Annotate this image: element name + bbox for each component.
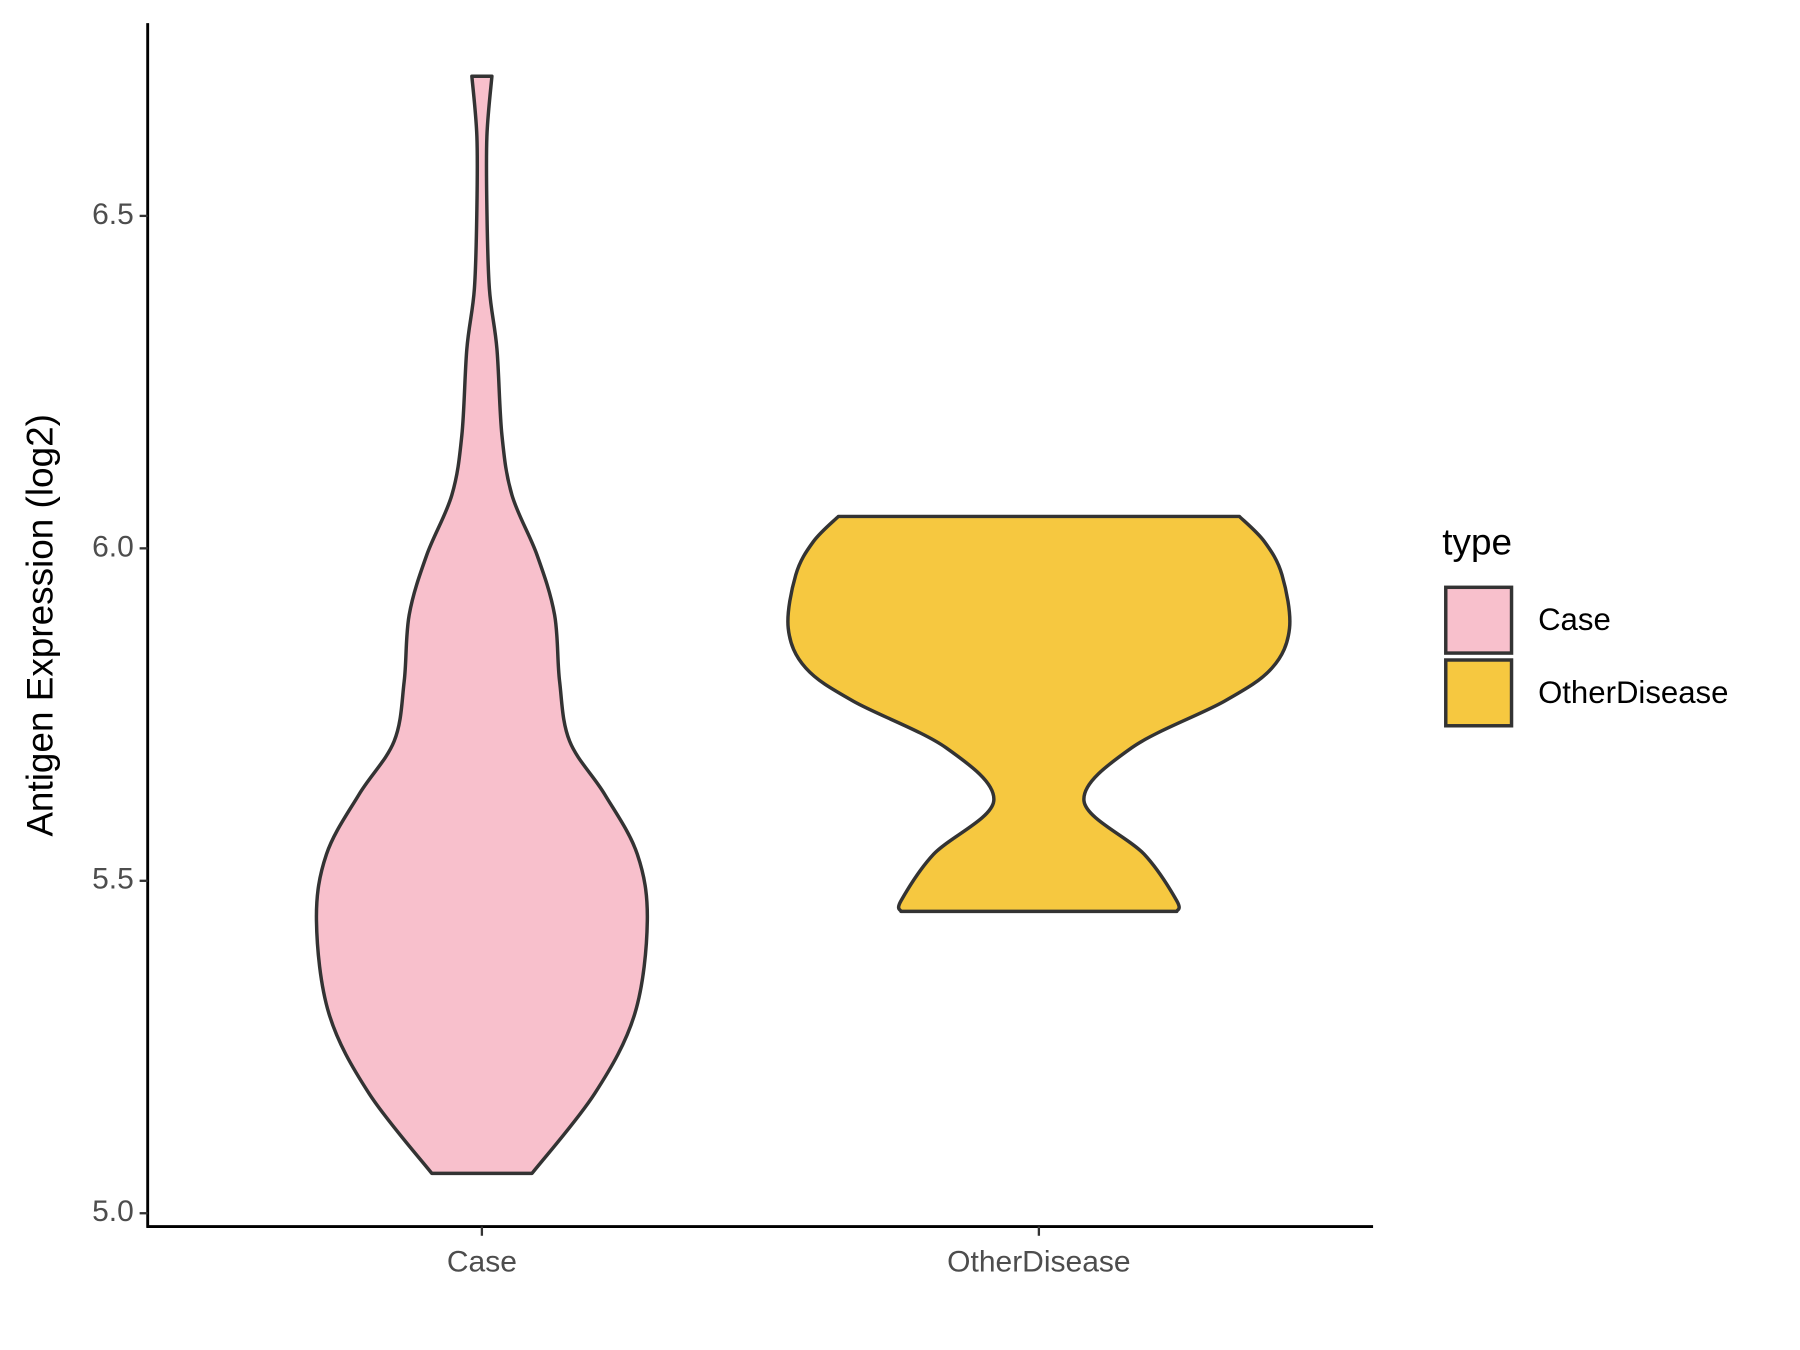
- legend-key: [1444, 585, 1514, 655]
- y-tick-label: 6.0: [92, 530, 134, 563]
- violin: [314, 74, 650, 1176]
- x-tick-label: Case: [447, 1245, 517, 1278]
- violin: [786, 514, 1292, 914]
- legend-label: Case: [1538, 602, 1611, 637]
- y-tick-label: 6.5: [92, 198, 134, 231]
- y-tick-label: 5.5: [92, 863, 134, 896]
- legend-key: [1444, 658, 1514, 728]
- legend-label: OtherDisease: [1538, 675, 1728, 710]
- y-tick-label: 5.0: [92, 1195, 134, 1228]
- x-tick-label: OtherDisease: [947, 1245, 1130, 1278]
- y-axis-title: Antigen Expression (log2): [19, 414, 60, 837]
- legend-title: type: [1442, 521, 1512, 562]
